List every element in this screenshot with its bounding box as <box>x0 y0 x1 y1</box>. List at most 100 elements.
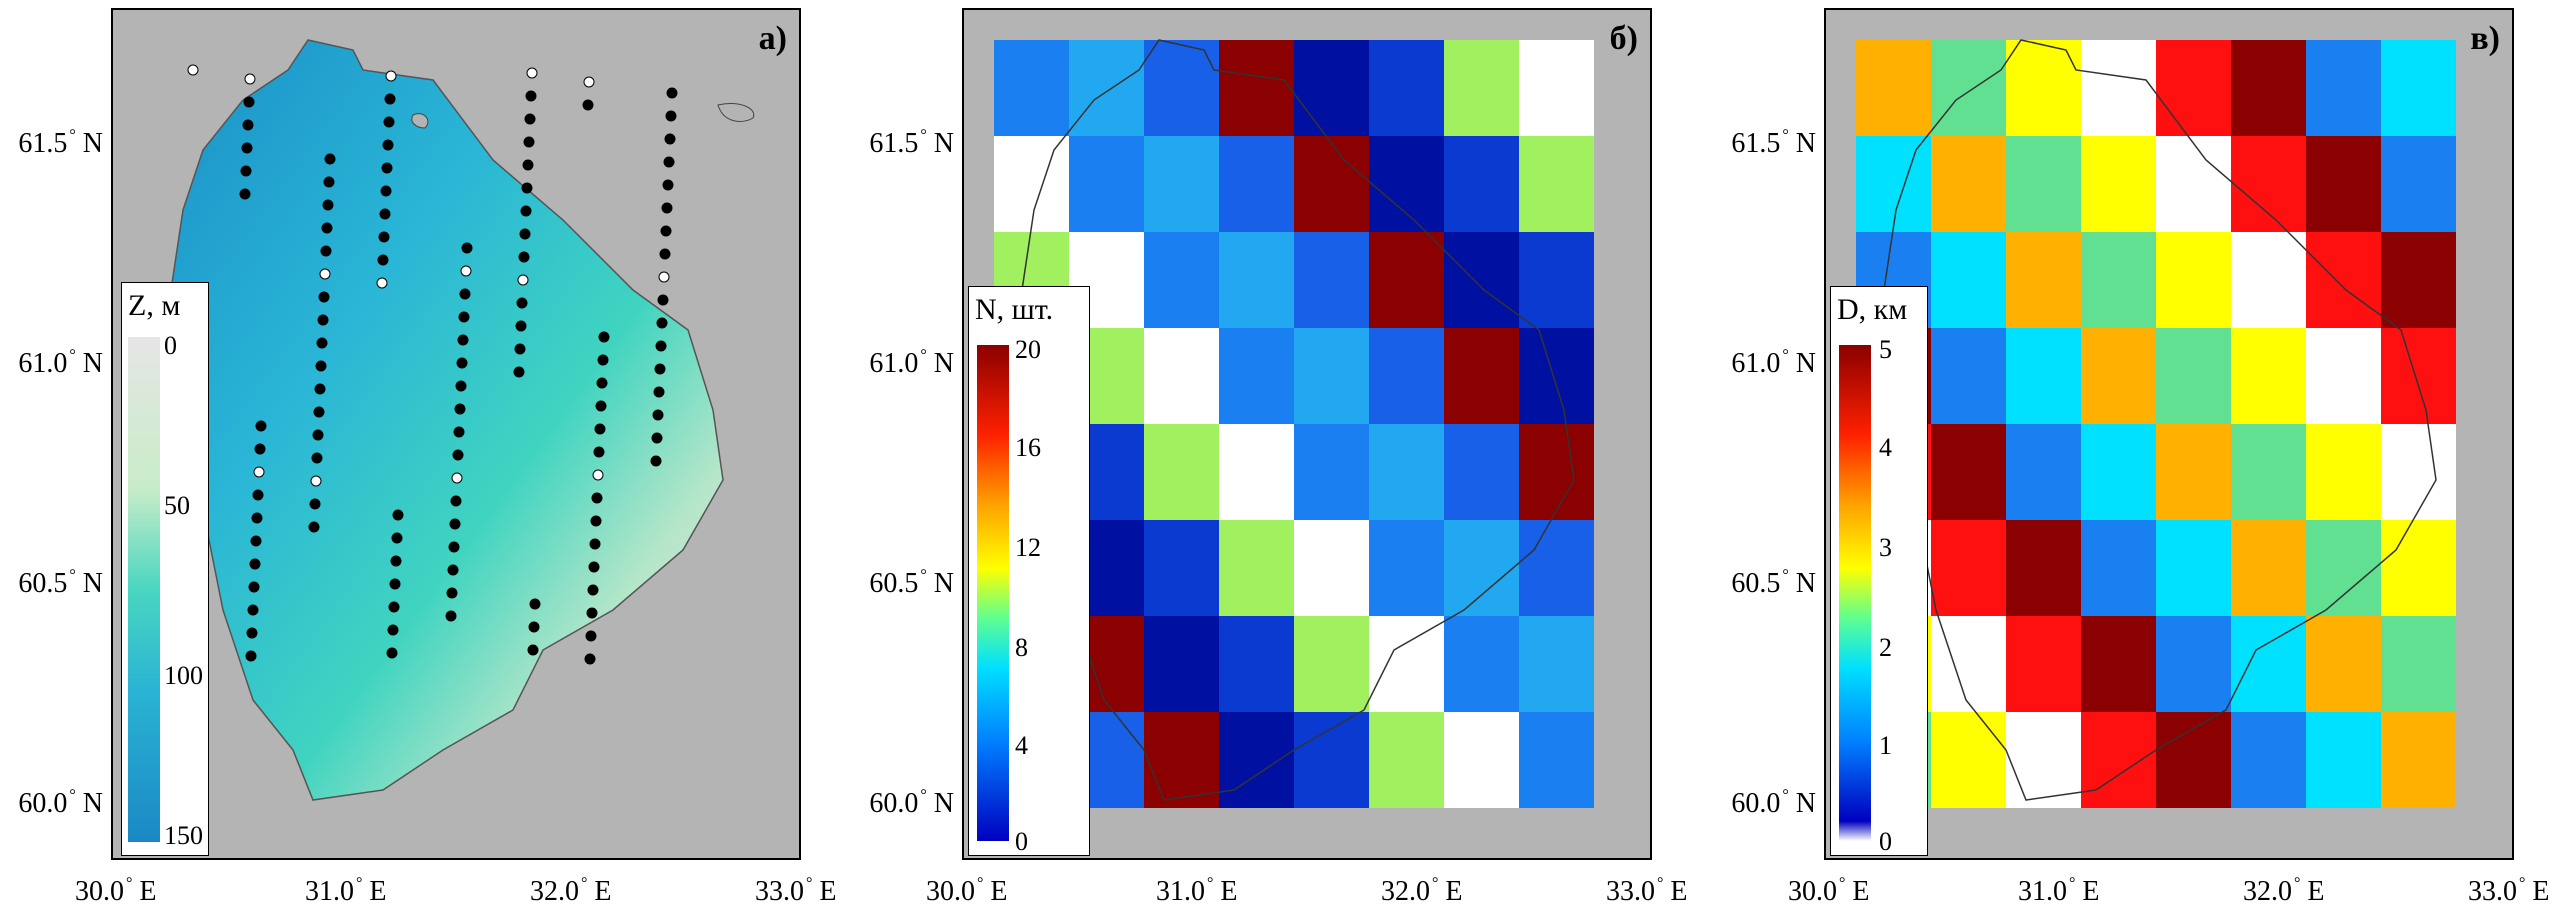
station-dot <box>521 182 533 194</box>
grid-cell <box>1144 712 1219 808</box>
lake-outline <box>1018 39 1575 801</box>
grid-cell <box>2081 712 2156 808</box>
grid-cell <box>1219 424 1294 520</box>
grid-cell <box>1219 40 1294 136</box>
colorbar-z-tick-1: 50 <box>164 491 190 520</box>
grid-cell <box>2381 616 2456 712</box>
station-dot <box>660 225 672 237</box>
colorbar-ramp-z <box>128 337 160 842</box>
station-dot <box>655 340 667 352</box>
grid-cell <box>2381 328 2456 424</box>
colorbar-ramp-n <box>977 345 1009 841</box>
grid-cell <box>1294 40 1369 136</box>
station-dot <box>319 268 331 280</box>
grid-cell <box>1519 328 1594 424</box>
lon-label: 32.0 ° E <box>2243 875 2325 907</box>
station-dot <box>523 136 535 148</box>
station-dot <box>389 578 401 590</box>
station-dot <box>528 621 540 633</box>
grid-cell <box>1444 232 1519 328</box>
station-dot <box>659 248 671 260</box>
station-dot <box>386 647 398 659</box>
station-dot <box>390 555 402 567</box>
station-dot <box>652 409 664 421</box>
station-dot <box>384 93 396 105</box>
station-dot <box>664 133 676 145</box>
grid-cell <box>2081 328 2156 424</box>
grid-cell <box>2006 616 2081 712</box>
grid-cell <box>2006 232 2081 328</box>
colorbar-n-tick-0: 0 <box>1015 827 1028 856</box>
station-dot <box>322 199 334 211</box>
grid-cell <box>2306 328 2381 424</box>
station-dot <box>595 400 607 412</box>
lat-label: 60.0 ° N <box>869 787 954 819</box>
lon-label: 31.0 ° E <box>1156 875 1238 907</box>
grid-cell <box>2381 40 2456 136</box>
station-dot <box>323 176 335 188</box>
grid-cell <box>1294 136 1369 232</box>
grid-cell <box>2081 40 2156 136</box>
grid-cell <box>1369 40 1444 136</box>
grid-cell <box>1519 616 1594 712</box>
grid-cell <box>2081 616 2156 712</box>
lon-label: 30.0 ° E <box>926 875 1008 907</box>
lat-label: 61.5 ° N <box>869 127 954 159</box>
grid-cell <box>1369 136 1444 232</box>
grid-cell <box>994 40 1069 136</box>
grid-cell <box>2381 424 2456 520</box>
grid-cell <box>1519 232 1594 328</box>
grid-cell <box>2006 328 2081 424</box>
station-dot <box>243 96 255 108</box>
grid-cell <box>2306 40 2381 136</box>
station-dot <box>248 581 260 593</box>
grid-cell <box>2006 712 2081 808</box>
grid-cell <box>1144 328 1219 424</box>
grid-cell <box>2306 616 2381 712</box>
station-dot <box>249 558 261 570</box>
lon-label: 33.0 ° E <box>2468 875 2550 907</box>
lon-label: 31.0 ° E <box>305 875 387 907</box>
station-dot <box>254 443 266 455</box>
station-dot <box>666 87 678 99</box>
station-dot <box>517 274 529 286</box>
station-dot <box>518 251 530 263</box>
station-dot <box>588 561 600 573</box>
map-panel-b: б) N, шт. 20 16 12 8 4 0 <box>962 8 1652 860</box>
grid-cell <box>1369 520 1444 616</box>
grid-cell <box>1294 520 1369 616</box>
grid-cell <box>1369 232 1444 328</box>
lon-label: 30.0 ° E <box>1788 875 1870 907</box>
station-dot <box>314 383 326 395</box>
grid-cell <box>1444 328 1519 424</box>
station-dot <box>651 432 663 444</box>
grid-cell <box>1444 712 1519 808</box>
station-dot <box>455 380 467 392</box>
station-dot <box>519 228 531 240</box>
station-dot <box>663 156 675 168</box>
station-dot <box>457 334 469 346</box>
grid-cell <box>1519 520 1594 616</box>
station-dot <box>514 343 526 355</box>
station-dot <box>381 162 393 174</box>
station-dot <box>376 277 388 289</box>
grid-cell <box>2381 232 2456 328</box>
lat-label: 61.5 ° N <box>1731 127 1816 159</box>
station-dot <box>445 610 457 622</box>
grid-cell <box>1444 424 1519 520</box>
station-dot <box>589 538 601 550</box>
grid-cell <box>1069 136 1144 232</box>
station-dot <box>522 159 534 171</box>
station-dot <box>247 604 259 616</box>
grid-cell <box>1931 520 2006 616</box>
distance-grid <box>1856 40 2456 808</box>
station-dot <box>383 116 395 128</box>
station-dot <box>658 271 670 283</box>
station-dot <box>656 317 668 329</box>
station-dot <box>593 446 605 458</box>
grid-cell <box>2006 136 2081 232</box>
station-dot <box>315 360 327 372</box>
lat-label: 60.5 ° N <box>18 567 103 599</box>
colorbar-n-tick-4: 4 <box>1015 731 1028 760</box>
grid-cell <box>1931 328 2006 424</box>
